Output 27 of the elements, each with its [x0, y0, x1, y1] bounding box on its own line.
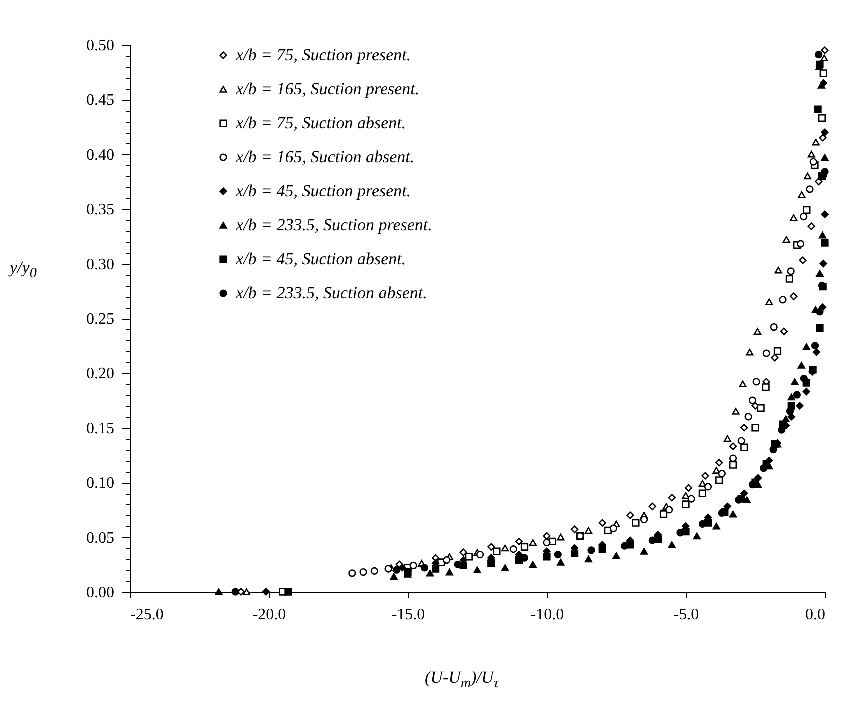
y-tick-label: 0.45: [86, 92, 114, 110]
legend-label: x/b = 75, Suction present.: [235, 46, 412, 64]
y-tick-label: 0.35: [86, 202, 114, 219]
y-tick-label: 0.10: [86, 475, 114, 492]
legend-label: x/b = 165, Suction present.: [235, 80, 420, 98]
x-axis-title: (U-U$_{m}$)/U$_{τ}$: [425, 668, 499, 692]
y-tick-label: 0.20: [86, 366, 114, 383]
y-tick-label: 0.50: [86, 38, 114, 54]
y-tick-label: 0.15: [86, 420, 114, 438]
x-tick-label: -20.0: [252, 606, 286, 624]
legend-label: x/b = 75, Suction absent.: [235, 114, 406, 132]
legend-label: x/b = 233.5, Suction absent.: [235, 284, 428, 302]
legend-label: x/b = 233.5, Suction present.: [235, 216, 432, 234]
y-tick-label: 0.05: [86, 530, 114, 547]
legend-label: x/b = 165, Suction absent.: [235, 148, 415, 166]
y-tick-label: 0.00: [86, 584, 114, 602]
x-tick-label: -15.0: [392, 606, 426, 624]
x-tick-label: -25.0: [130, 606, 164, 624]
y-tick-label: 0.25: [86, 311, 114, 328]
y-tick-label: 0.30: [86, 256, 114, 274]
legend-label: x/b = 45, Suction present.: [235, 182, 412, 200]
x-tick-label: 0.0: [806, 606, 826, 624]
y-tick-label: 0.40: [86, 146, 114, 164]
x-tick-label: -5.0: [674, 606, 700, 624]
legend-label: x/b = 45, Suction absent.: [235, 250, 406, 268]
x-tick-label: -10.0: [530, 606, 564, 624]
y-axis-title: y/y$_{0}$: [10, 258, 37, 282]
